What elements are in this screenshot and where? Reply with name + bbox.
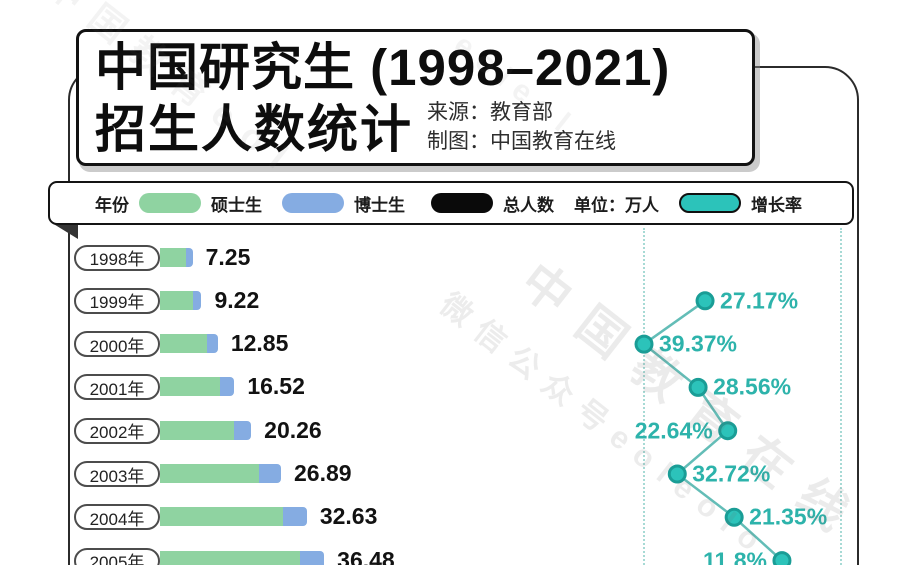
year-row: 2000年 12.85 [0,323,900,365]
doctor-bar-segment [192,290,202,310]
enrollment-bar [160,464,281,483]
total-label: 总人数 [503,195,554,215]
legend-bar: 年份 硕士生 博士生 总人数 单位：万人 增长率 [48,181,854,225]
growth-value-label: 27.17% [720,287,799,314]
growth-swatch [679,193,741,213]
growth-value-label: 39.37% [659,330,738,357]
year-pill: 2003年 [74,461,160,487]
doctor-bar-segment [185,247,193,267]
year-pill: 2005年 [74,547,160,565]
total-value-label: 26.89 [294,460,352,486]
year-row: 1999年 9.22 [0,280,900,322]
enrollment-bar [160,334,218,354]
doctor-bar-segment [299,550,325,565]
enrollment-bar [160,550,325,565]
doctor-bar-segment [259,464,281,483]
year-pill: 1998年 [74,244,160,271]
year-row: 2001年 16.52 [0,366,900,408]
credit-label: 制图：中国教育在线 [427,130,617,153]
growth-label: 增长率 [751,195,802,215]
total-value-label: 32.63 [319,503,378,530]
total-value-label: 9.22 [214,286,260,313]
enrollment-bar [160,420,252,440]
total-swatch [431,193,493,213]
year-pill: 2004年 [74,504,160,531]
year-row: 2002年 20.26 [0,410,900,452]
growth-value-label: 22.64% [634,417,713,444]
doctor-swatch [282,193,344,213]
year-row: 1998年 7.25 [0,237,900,279]
master-bar-segment [160,377,220,397]
page-title-line1: 中国研究生 (1998–2021) [95,39,671,96]
year-pill: 2002年 [74,417,160,444]
source-label: 来源：教育部 [427,101,554,124]
enrollment-bar [160,290,202,310]
unit-label: 单位：万人 [574,195,659,215]
year-row: 2005年 36.48 [0,540,900,565]
growth-value-label: 32.72% [692,460,771,487]
master-bar-segment [160,420,234,440]
master-bar-segment [160,247,186,267]
master-bar-segment [160,550,300,565]
doctor-bar-segment [282,507,307,527]
title-card: 中国研究生 (1998–2021) 招生人数统计 来源：教育部 制图：中国教育在… [76,29,755,166]
growth-value-label: 21.35% [749,503,828,530]
doctor-bar-segment [219,377,235,397]
master-bar-segment [160,464,260,483]
doctor-bar-segment [206,334,218,354]
total-value-label: 7.25 [205,243,251,270]
year-row: 2003年 26.89 [0,453,900,495]
dotted-guide-right [840,228,842,565]
legend-year-label: 年份 [95,195,129,215]
enrollment-bar [160,507,307,527]
master-label: 硕士生 [211,195,262,215]
master-bar-segment [160,290,193,310]
page-title-line2: 招生人数统计 [95,101,414,158]
year-row: 2004年 32.63 [0,496,900,538]
master-bar-segment [160,334,207,354]
growth-value-label: 11.8% [703,547,767,565]
doctor-label: 博士生 [354,195,405,215]
master-bar-segment [160,507,283,527]
total-value-label: 12.85 [230,330,289,357]
year-pill: 1999年 [74,287,160,314]
total-value-label: 36.48 [337,546,395,565]
enrollment-bar [160,377,235,397]
year-pill: 2001年 [74,374,160,401]
master-swatch [139,193,201,213]
total-value-label: 20.26 [264,416,322,443]
year-pill: 2000年 [74,331,160,358]
enrollment-bar [160,247,193,267]
total-value-label: 16.52 [247,373,305,400]
growth-value-label: 28.56% [713,373,792,400]
doctor-bar-segment [233,420,252,440]
